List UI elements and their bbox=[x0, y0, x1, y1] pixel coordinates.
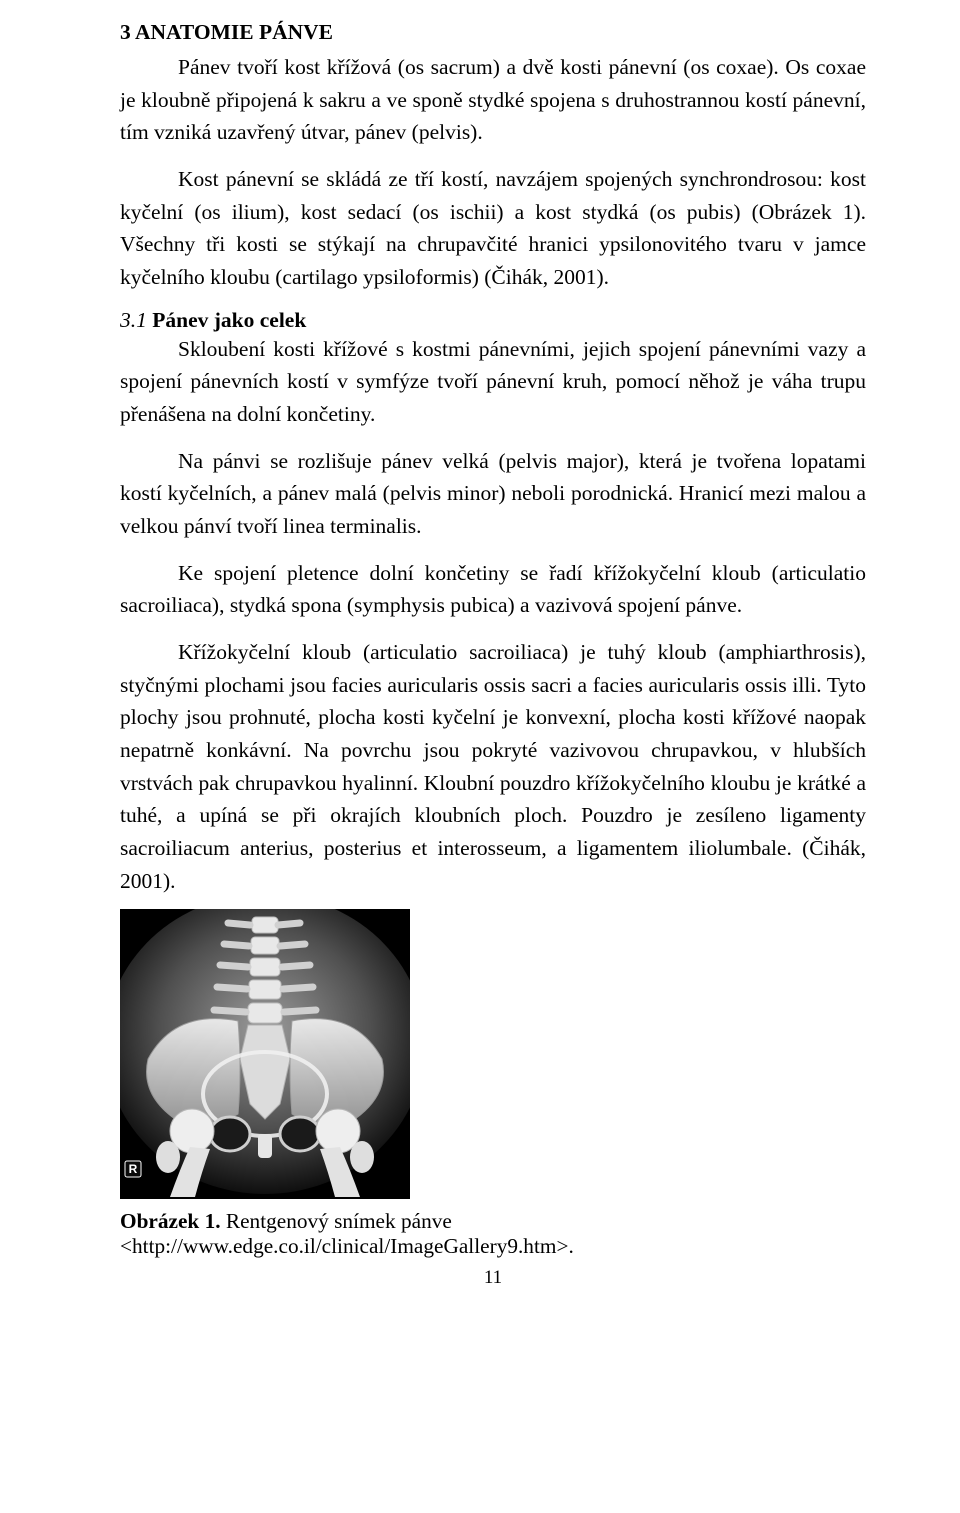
figure-xray: R bbox=[120, 909, 410, 1199]
document-page: 3 ANATOMIE PÁNVE Pánev tvoří kost křížov… bbox=[0, 0, 960, 1319]
figure-caption-label: Obrázek 1. bbox=[120, 1209, 221, 1233]
subsection-heading: 3.1 Pánev jako celek bbox=[120, 308, 866, 333]
paragraph-1a: Pánev tvoří kost křížová (os sacrum) a d… bbox=[120, 51, 866, 149]
figure-caption: Obrázek 1. Rentgenový snímek pánve <http… bbox=[120, 1209, 866, 1259]
paragraph-5: Křížokyčelní kloub (articulatio sacroili… bbox=[120, 636, 866, 897]
xray-svg: R bbox=[120, 909, 410, 1199]
page-number: 11 bbox=[120, 1267, 866, 1289]
subsection-title: Pánev jako celek bbox=[147, 308, 306, 332]
paragraph-1b: Kost pánevní se skládá ze tří kostí, nav… bbox=[120, 163, 866, 294]
paragraph-3: Na pánvi se rozlišuje pánev velká (pelvi… bbox=[120, 445, 866, 543]
paragraph-2: Skloubení kosti křížové s kostmi pánevní… bbox=[120, 333, 866, 431]
xray-side-marker: R bbox=[129, 1162, 138, 1176]
section-heading: 3 ANATOMIE PÁNVE bbox=[120, 20, 866, 45]
subsection-number: 3.1 bbox=[120, 308, 147, 332]
paragraph-4: Ke spojení pletence dolní končetiny se ř… bbox=[120, 557, 866, 622]
